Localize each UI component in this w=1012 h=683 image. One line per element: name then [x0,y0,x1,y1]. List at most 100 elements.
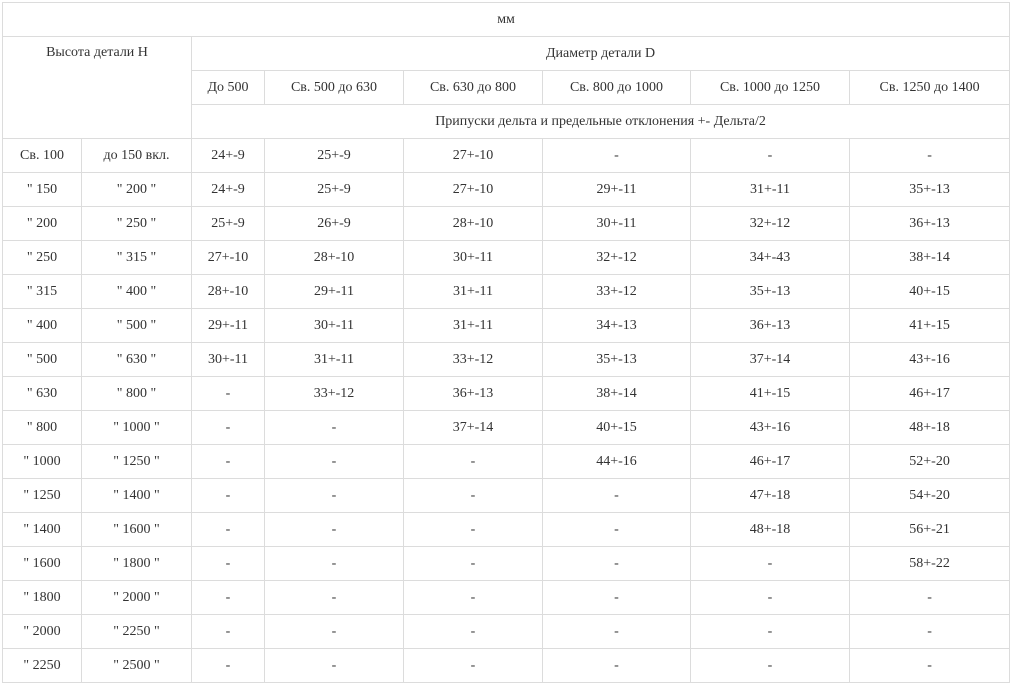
diameter-column-header: Св. 800 до 1000 [542,70,691,105]
height-from-cell: " 315 [2,274,82,309]
table-row: " 1000 " 1250 " - - -44+-16 46+-17 52+-20 [2,444,1011,479]
height-to-cell: " 400 " [81,274,192,309]
allowance-value-cell: 35+-13 [690,274,850,309]
allowance-value-cell: 28+-10 [191,274,265,309]
allowance-value-cell: - [542,614,691,649]
allowance-value-cell: 32+-12 [542,240,691,275]
allowance-value-cell: 36+-13 [848,206,1011,241]
diameter-column-header: Св. 500 до 630 [264,70,404,105]
allowance-value-cell: 28+-10 [403,206,543,241]
allowance-value-cell: 24+-9 [191,138,265,173]
table-row: " 1600 " 1800 " - - - - -58+-22 [2,546,1011,581]
height-header: Высота детали Н [2,36,192,139]
allowance-value-cell: 54+-20 [848,478,1011,513]
allowance-value-cell: - [690,546,850,581]
allowance-value-cell: 31+-11 [690,172,850,207]
allowance-value-cell: - [403,512,543,547]
height-to-cell: " 1250 " [81,444,192,479]
allowance-value-cell: - [542,546,691,581]
allowance-header: Припуски дельта и предельные отклонения … [190,104,1011,139]
allowance-value-cell: - [191,648,265,683]
allowance-value-cell: 43+-16 [690,410,850,445]
height-to-cell: " 1800 " [81,546,192,581]
height-from-cell: " 200 [2,206,82,241]
allowance-value-cell: 31+-11 [403,308,543,343]
unit-label: мм [1,2,1011,37]
table-row: " 800 " 1000 " - -37+-14 40+-15 43+-16 48+-18 [2,410,1011,445]
allowance-value-cell: 48+-18 [690,512,850,547]
allowance-value-cell: 37+-14 [690,342,850,377]
allowance-value-cell: 58+-22 [848,546,1011,581]
height-from-cell: " 1250 [2,478,82,513]
table-row: " 630 " 800 " -33+-12 36+-13 38+-14 41+-15 46+… [2,376,1011,411]
allowance-value-cell: - [403,444,543,479]
height-to-cell: " 500 " [81,308,192,343]
allowance-value-cell: - [542,138,691,173]
height-to-cell: " 630 " [81,342,192,377]
allowance-value-cell: - [264,580,404,615]
allowance-value-cell: - [542,580,691,615]
allowance-value-cell: 44+-16 [542,444,691,479]
height-to-cell: " 200 " [81,172,192,207]
allowance-value-cell: 47+-18 [690,478,850,513]
table-row: Св. 100 до 150 вкл. 24+-9 25+-9 27+-10- - - [2,138,1011,173]
height-from-cell: " 500 [2,342,82,377]
allowance-value-cell: 28+-10 [264,240,404,275]
diameter-column-header: Св. 1000 до 1250 [690,70,850,105]
allowance-value-cell: 25+-9 [264,172,404,207]
table-row: " 150 " 200 " 24+-9 25+-9 27+-10 29+-11 31+-11… [2,172,1011,207]
allowance-value-cell: 36+-13 [690,308,850,343]
table-row: " 1250 " 1400 " - - - -47+-18 54+-20 [2,478,1011,513]
table-row: " 250 " 315 " 27+-10 28+-10 30+-11 32+-12 34+-… [2,240,1011,275]
allowance-value-cell: 37+-14 [403,410,543,445]
height-from-cell: " 1600 [2,546,82,581]
allowance-value-cell: 35+-13 [848,172,1011,207]
allowance-value-cell: 33+-12 [542,274,691,309]
allowance-value-cell: 29+-11 [264,274,404,309]
allowance-value-cell: 52+-20 [848,444,1011,479]
allowance-value-cell: - [191,546,265,581]
allowance-value-cell: - [542,512,691,547]
allowance-value-cell: - [191,512,265,547]
header-row: Высота детали Н Диаметр детали D [2,36,1011,139]
allowance-value-cell: 41+-15 [690,376,850,411]
diameter-column-header: Св. 1250 до 1400 [848,70,1011,105]
height-from-cell: " 1000 [2,444,82,479]
allowance-value-cell: - [191,580,265,615]
allowance-value-cell: 34+-13 [542,308,691,343]
height-from-cell: " 630 [2,376,82,411]
allowance-value-cell: 26+-9 [264,206,404,241]
allowance-value-cell: 32+-12 [690,206,850,241]
allowance-value-cell: 27+-10 [403,172,543,207]
allowance-value-cell: 36+-13 [403,376,543,411]
height-from-cell: " 2250 [2,648,82,683]
height-from-cell: Св. 100 [2,138,82,173]
allowance-value-cell: - [403,478,543,513]
allowance-value-cell: 41+-15 [848,308,1011,343]
allowance-value-cell: 25+-9 [191,206,265,241]
allowance-value-cell: - [264,444,404,479]
allowance-value-cell: 38+-14 [848,240,1011,275]
height-from-cell: " 400 [2,308,82,343]
allowance-value-cell: 48+-18 [848,410,1011,445]
allowance-value-cell: - [542,648,691,683]
allowance-value-cell: 24+-9 [191,172,265,207]
allowance-value-cell: - [403,580,543,615]
height-to-cell: до 150 вкл. [81,138,192,173]
allowance-value-cell: 56+-21 [848,512,1011,547]
diameter-header: Диаметр детали D [190,36,1011,71]
allowance-value-cell: 35+-13 [542,342,691,377]
allowance-value-cell: 34+-43 [690,240,850,275]
table-row: " 2250 " 2500 " - - - - - - [2,648,1011,683]
allowance-value-cell: - [690,648,850,683]
height-to-cell: " 2250 " [81,614,192,649]
allowance-value-cell: - [848,614,1011,649]
height-from-cell: " 2000 [2,614,82,649]
table-row: " 1800 " 2000 " - - - - - - [2,580,1011,615]
allowance-value-cell: 29+-11 [542,172,691,207]
height-from-cell: " 1800 [2,580,82,615]
height-to-cell: " 315 " [81,240,192,275]
allowance-value-cell: - [848,138,1011,173]
allowance-value-cell: - [264,546,404,581]
allowance-value-cell: 33+-12 [264,376,404,411]
